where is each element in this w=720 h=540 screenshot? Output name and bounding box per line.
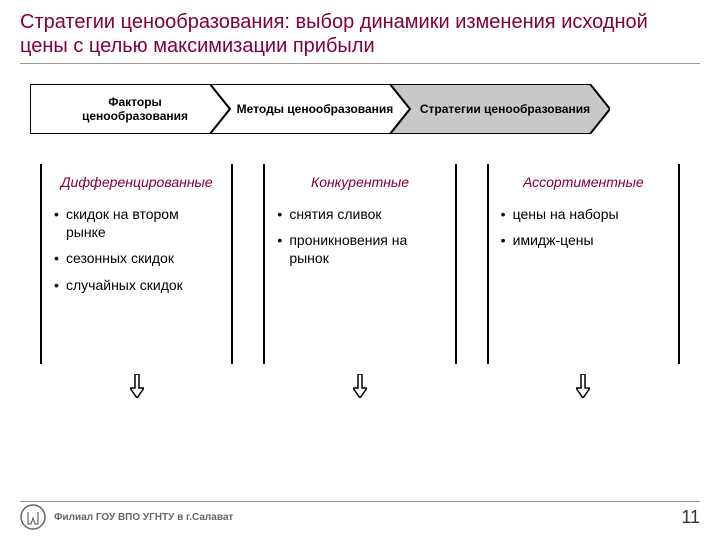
down-arrow-icon (576, 374, 590, 398)
chevron-label-0: Факторы ценообразования (55, 95, 215, 124)
down-arrow-icon (353, 374, 367, 398)
chevron-2: Стратегии ценообразования (390, 84, 610, 134)
list-item: цены на наборы (501, 205, 666, 223)
arrow-cell-2 (487, 374, 680, 398)
footer-org: Филиал ГОУ ВПО УГНТУ в г.Салават (54, 512, 233, 523)
list-item: снятия сливок (277, 205, 442, 223)
column-title-2: Ассортиментные (501, 174, 666, 190)
chevron-1: Методы ценообразования (210, 84, 410, 134)
list-item: скидок на втором рынке (54, 205, 219, 241)
page-number: 11 (681, 507, 700, 528)
column-0: Дифференцированные скидок на втором рынке… (40, 164, 233, 364)
column-list-1: снятия сливок проникновения на рынок (277, 205, 442, 268)
columns-container: Дифференцированные скидок на втором рынке… (40, 164, 680, 364)
column-2: Ассортиментные цены на наборы имидж-цены (487, 164, 680, 364)
title-underline (20, 63, 700, 64)
footer-left: Филиал ГОУ ВПО УГНТУ в г.Салават (20, 504, 233, 530)
arrows-row (40, 374, 680, 398)
footer-line (20, 501, 700, 502)
down-arrow-icon (130, 374, 144, 398)
list-item: случайных скидок (54, 276, 219, 294)
list-item: имидж-цены (501, 231, 666, 249)
slide-title: Стратегии ценообразования: выбор динамик… (0, 0, 720, 63)
arrow-cell-1 (263, 374, 456, 398)
column-list-0: скидок на втором рынке сезонных скидок слу… (54, 205, 219, 294)
chevron-label-2: Стратегии ценообразования (420, 102, 590, 116)
footer: Филиал ГОУ ВПО УГНТУ в г.Салават 11 (0, 504, 720, 530)
column-title-1: Конкурентные (277, 174, 442, 190)
list-item: сезонных скидок (54, 249, 219, 267)
chevron-0: Факторы ценообразования (30, 84, 230, 134)
column-title-0: Дифференцированные (54, 174, 219, 190)
list-item: проникновения на рынок (277, 231, 442, 267)
logo-icon (20, 504, 46, 530)
arrow-cell-0 (40, 374, 233, 398)
chevron-row: Факторы ценообразования Методы ценообразо… (30, 84, 690, 134)
chevron-label-1: Методы ценообразования (237, 102, 394, 116)
column-1: Конкурентные снятия сливок проникновения н… (263, 164, 456, 364)
column-list-2: цены на наборы имидж-цены (501, 205, 666, 249)
